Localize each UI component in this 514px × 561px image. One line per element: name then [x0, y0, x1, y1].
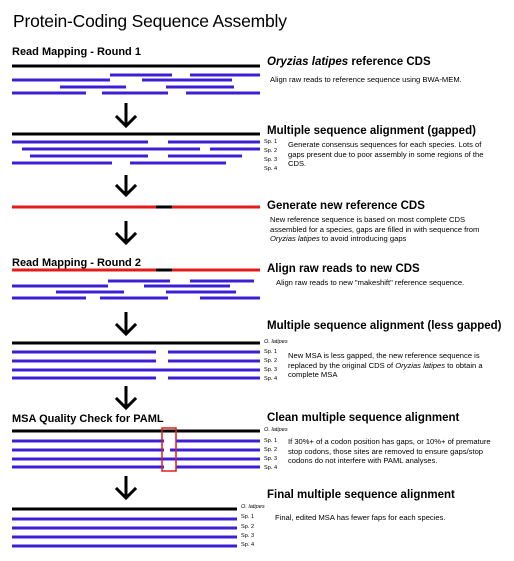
down-arrow-icon — [114, 476, 138, 501]
desc-text: New MSA is less gapped, the new referenc… — [288, 351, 480, 370]
desc-text: New reference sequence is based on most … — [270, 215, 480, 234]
step-desc-msa-gapped: Generate consensus sequences for each sp… — [288, 140, 484, 169]
desc-species: Oryzias latipes — [270, 234, 320, 244]
species-label: Sp. 3 — [264, 367, 278, 373]
step-title-clean-msa: Clean multiple sequence alignment — [267, 412, 460, 424]
desc-species: Oryzias latipes — [395, 360, 446, 370]
step-desc-new-reference: New reference sequence is based on most … — [270, 215, 502, 244]
desc-text-end: to obtain a complete MSA — [288, 360, 483, 380]
step-title-reference-cds: Oryzias latipes reference CDS — [267, 56, 431, 68]
step-desc-clean-msa: If 30%+ of a codon position has gaps, or… — [288, 437, 491, 466]
step-title-rest: reference CDS — [348, 56, 431, 68]
step-title-msa-less-gapped: Multiple sequence alignment (less gapped… — [267, 320, 502, 332]
species-label: Sp. 2 — [241, 524, 255, 530]
species-label: Sp. 4 — [264, 166, 278, 172]
down-arrow-icon — [114, 312, 138, 337]
down-arrow-icon — [114, 221, 138, 246]
reference-label: O. latipes — [264, 339, 288, 345]
step-desc-reference-cds: Align raw reads to reference sequence us… — [270, 75, 462, 84]
species-label: Sp. 2 — [264, 358, 278, 364]
step-title-align-new-cds: Align raw reads to new CDS — [267, 263, 420, 275]
species-label: Sp. 1 — [264, 139, 278, 145]
section-label-round2: Read Mapping - Round 2 — [12, 257, 141, 269]
species-label: Sp. 2 — [264, 148, 278, 154]
reference-label: O. latipes — [241, 504, 265, 510]
species-label: Sp. 4 — [264, 465, 278, 471]
removed-sites-highlight-box — [161, 427, 177, 472]
step-desc-msa-less-gapped: New MSA is less gapped, the new referenc… — [288, 351, 500, 380]
down-arrow-icon — [114, 175, 138, 198]
step-desc-align-new-cds: Align raw reads to new "makeshift" refer… — [276, 278, 465, 287]
species-label: Sp. 3 — [264, 456, 278, 462]
step-title-final-msa: Final multiple sequence alignment — [267, 489, 455, 501]
species-label: Sp. 3 — [241, 533, 255, 539]
down-arrow-icon — [114, 386, 138, 411]
species-label: Sp. 4 — [264, 376, 278, 382]
species-label: Sp. 1 — [264, 438, 278, 444]
species-label: Sp. 3 — [264, 157, 278, 163]
section-label-quality: MSA Quality Check for PAML — [12, 413, 164, 425]
species-label: Sp. 1 — [241, 514, 255, 520]
desc-text-end: to avoid introducing gaps — [319, 234, 407, 244]
step-title-new-reference: Generate new reference CDS — [267, 200, 425, 212]
page-title: Protein-Coding Sequence Assembly — [13, 11, 287, 31]
down-arrow-icon — [114, 103, 138, 129]
reference-label: O. latipes — [264, 427, 288, 433]
step-title-msa-gapped: Multiple sequence alignment (gapped) — [267, 125, 476, 137]
species-label: Sp. 2 — [264, 447, 278, 453]
step-desc-final-msa: Final, edited MSA has fewer faps for eac… — [275, 513, 446, 522]
species-label: Sp. 4 — [241, 542, 255, 548]
species-name: Oryzias latipes — [267, 56, 349, 68]
section-label-round1: Read Mapping - Round 1 — [12, 46, 141, 58]
species-label: Sp. 1 — [264, 349, 278, 355]
